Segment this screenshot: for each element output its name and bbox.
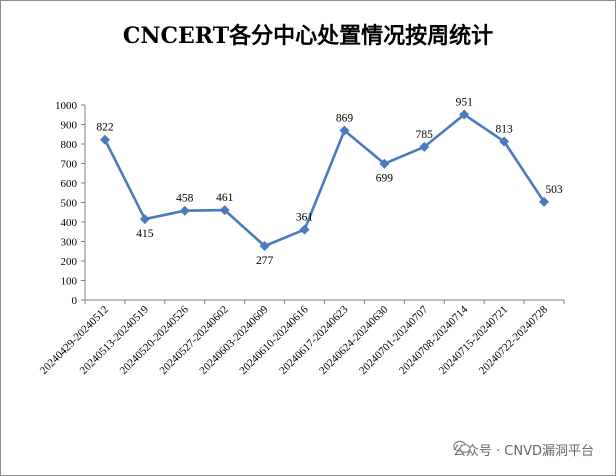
data-label: 822 [96,122,114,134]
data-label: 813 [496,123,514,135]
data-label: 699 [376,173,394,185]
x-tick-label: 20240610-20240616 [237,303,311,377]
series-line [103,113,546,248]
data-point [379,158,390,169]
data-label: 361 [296,212,314,224]
y-tick-label: 1000 [55,100,78,112]
y-tick-label: 800 [61,139,78,151]
data-label: 503 [545,184,563,196]
y-tick-label: 200 [61,256,78,268]
y-tick-label: 300 [61,237,78,249]
data-label: 415 [136,228,154,240]
y-tick-label: 600 [61,178,78,190]
watermark-text: 公众号 · CNVD漏洞平台 [452,444,594,459]
x-tick-label: 20240520-20240526 [118,303,192,377]
y-tick-label: 400 [61,217,78,229]
data-point [179,205,190,216]
y-tick-label: 100 [61,276,78,288]
x-tick-label: 20240715-20240721 [437,304,510,377]
x-tick-label: 20240429-20240512 [38,304,111,377]
data-point [339,125,350,136]
data-label: 458 [176,193,194,205]
data-label: 461 [216,192,234,204]
data-point [259,240,270,251]
y-tick-label: 700 [61,159,78,171]
data-label: 785 [416,129,434,141]
data-point [499,136,510,147]
data-point [139,214,150,225]
data-point [459,109,470,120]
y-tick-label: 900 [61,120,78,132]
data-point [539,196,550,207]
x-tick-label: 20240708-20240714 [397,303,471,377]
x-tick-label: 20240722-20240728 [477,303,551,377]
x-tick-label: 20240513-20240519 [78,303,152,377]
data-point [219,205,230,216]
y-tick-label: 500 [61,198,78,210]
x-tick-label: 20240701-20240707 [357,303,431,377]
wechat-icon [453,440,471,453]
watermark: 公众号 · CNVD漏洞平台 [453,440,594,459]
data-point [99,134,110,145]
y-tick-label: 0 [72,295,78,307]
data-point [419,141,430,152]
data-label: 951 [456,97,474,109]
data-point [299,224,310,235]
x-tick-label: 20240617-20240623 [277,303,351,377]
chart-title: CNCERT各分中心处置情况按周统计 [122,23,494,49]
x-tick-label: 20240603-20240609 [197,303,271,377]
x-tick-label: 20240527-20240602 [158,304,231,377]
data-label: 869 [336,113,354,125]
data-label: 277 [256,255,274,267]
x-tick-label: 20240624-20240630 [317,303,391,377]
